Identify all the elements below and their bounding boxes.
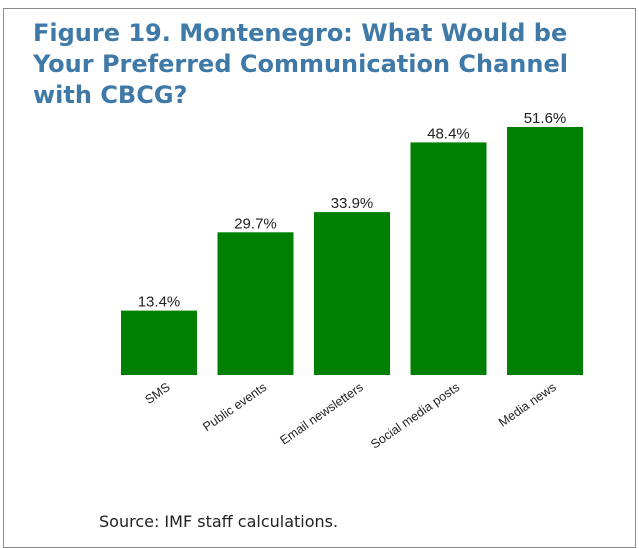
value-label-2: 33.9% <box>331 195 374 212</box>
bar-2 <box>314 212 390 375</box>
bar-4 <box>507 127 583 375</box>
bars-layer <box>121 127 583 375</box>
value-label-3: 48.4% <box>427 125 470 142</box>
value-labels-layer: 13.4% 29.7% 33.9% 48.4% 51.6% <box>138 110 567 311</box>
value-label-4: 51.6% <box>524 110 567 127</box>
value-label-0: 13.4% <box>138 294 181 311</box>
bar-3 <box>410 142 487 375</box>
category-label-0: SMS <box>142 380 172 407</box>
category-label-2: Email newsletters <box>277 380 365 448</box>
category-label-4: Media news <box>496 380 559 430</box>
value-label-1: 29.7% <box>234 215 277 232</box>
source-note: Source: IMF staff calculations. <box>99 512 339 531</box>
category-label-1: Public events <box>200 380 269 434</box>
category-label-3: Social media posts <box>368 380 462 452</box>
figure-title: Figure 19. Montenegro: What Would be You… <box>33 19 568 109</box>
bar-1 <box>217 232 294 375</box>
category-labels-layer: SMS Public events Email newsletters Social … <box>142 380 558 452</box>
bar-0 <box>121 310 197 375</box>
bar-chart: 13.4% 29.7% 33.9% 48.4% 51.6% SMS Public even… <box>121 110 583 452</box>
